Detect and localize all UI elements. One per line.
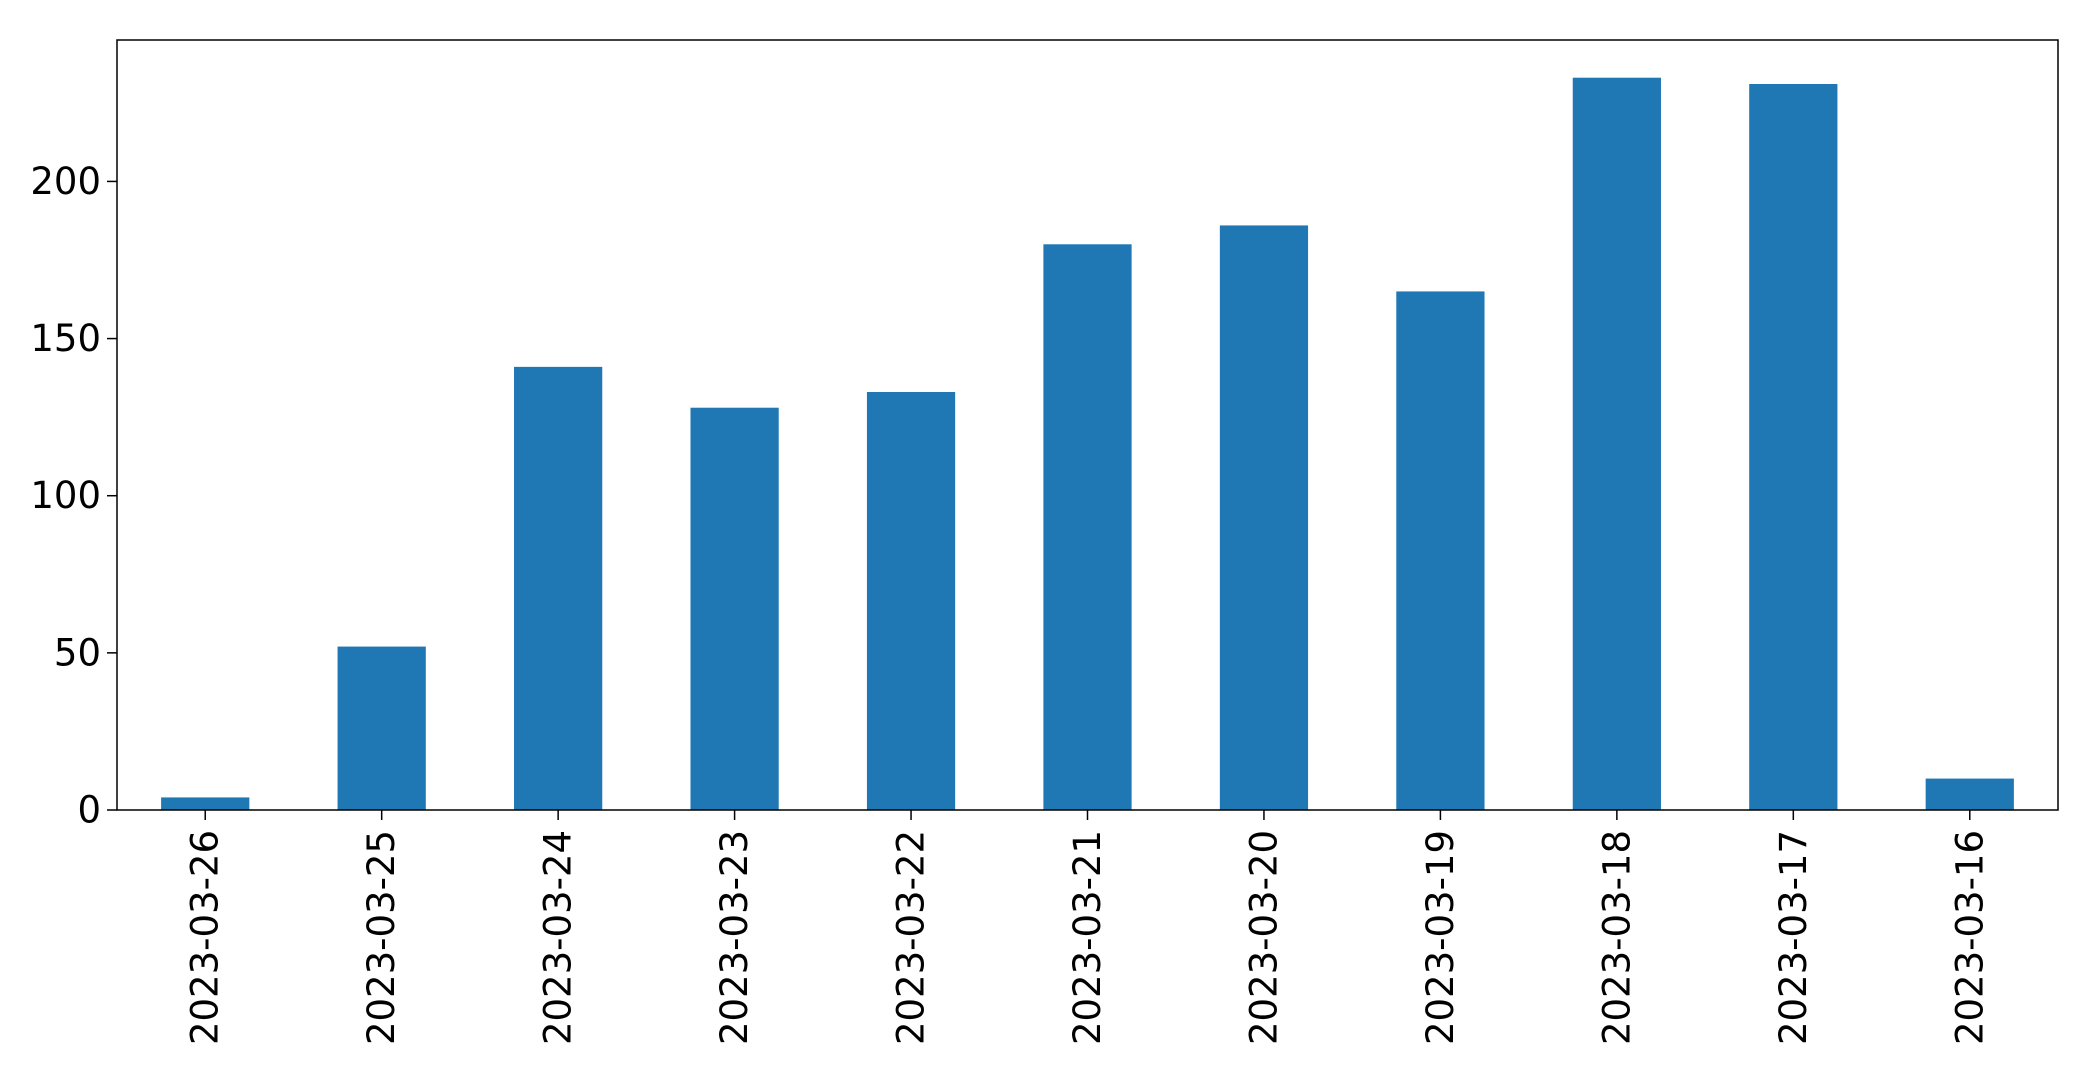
bar-2023-03-23 [690,407,779,810]
bar-2023-03-21 [1043,244,1132,811]
x-axis: 2023-03-26 2023-03-25 2023-03-24 2023-03-23… [184,810,1991,1045]
x-tick-label: 2023-03-18 [1595,830,1638,1045]
x-tick-label: 2023-03-25 [360,830,403,1045]
x-tick-label: 2023-03-17 [1772,830,1815,1045]
x-tick-label: 2023-03-19 [1419,830,1462,1045]
y-tick-label: 200 [30,160,101,203]
y-tick-label: 100 [30,474,101,517]
bar-2023-03-24 [514,366,603,810]
x-tick-label: 2023-03-20 [1242,830,1285,1045]
x-tick-label: 2023-03-23 [713,830,756,1045]
bar-2023-03-26 [161,797,250,810]
y-tick-label: 50 [54,631,101,674]
bar-2023-03-17 [1749,84,1838,810]
bar-2023-03-18 [1572,77,1661,810]
bar-2023-03-16 [1925,778,2014,810]
x-tick-label: 2023-03-16 [1948,830,1991,1045]
bars-group [161,77,2014,811]
x-tick-label: 2023-03-21 [1066,830,1109,1045]
y-tick-label: 150 [30,317,101,360]
bar-2023-03-20 [1219,225,1309,810]
x-tick-label: 2023-03-24 [537,830,580,1045]
bar-2023-03-22 [866,392,956,810]
bar-2023-03-19 [1396,291,1485,810]
y-tick-label: 0 [77,789,101,832]
y-axis: 0 50 100 150 200 [30,160,117,832]
bar-2023-03-25 [337,646,426,810]
x-tick-label: 2023-03-26 [184,830,227,1045]
x-tick-label: 2023-03-22 [890,830,933,1045]
